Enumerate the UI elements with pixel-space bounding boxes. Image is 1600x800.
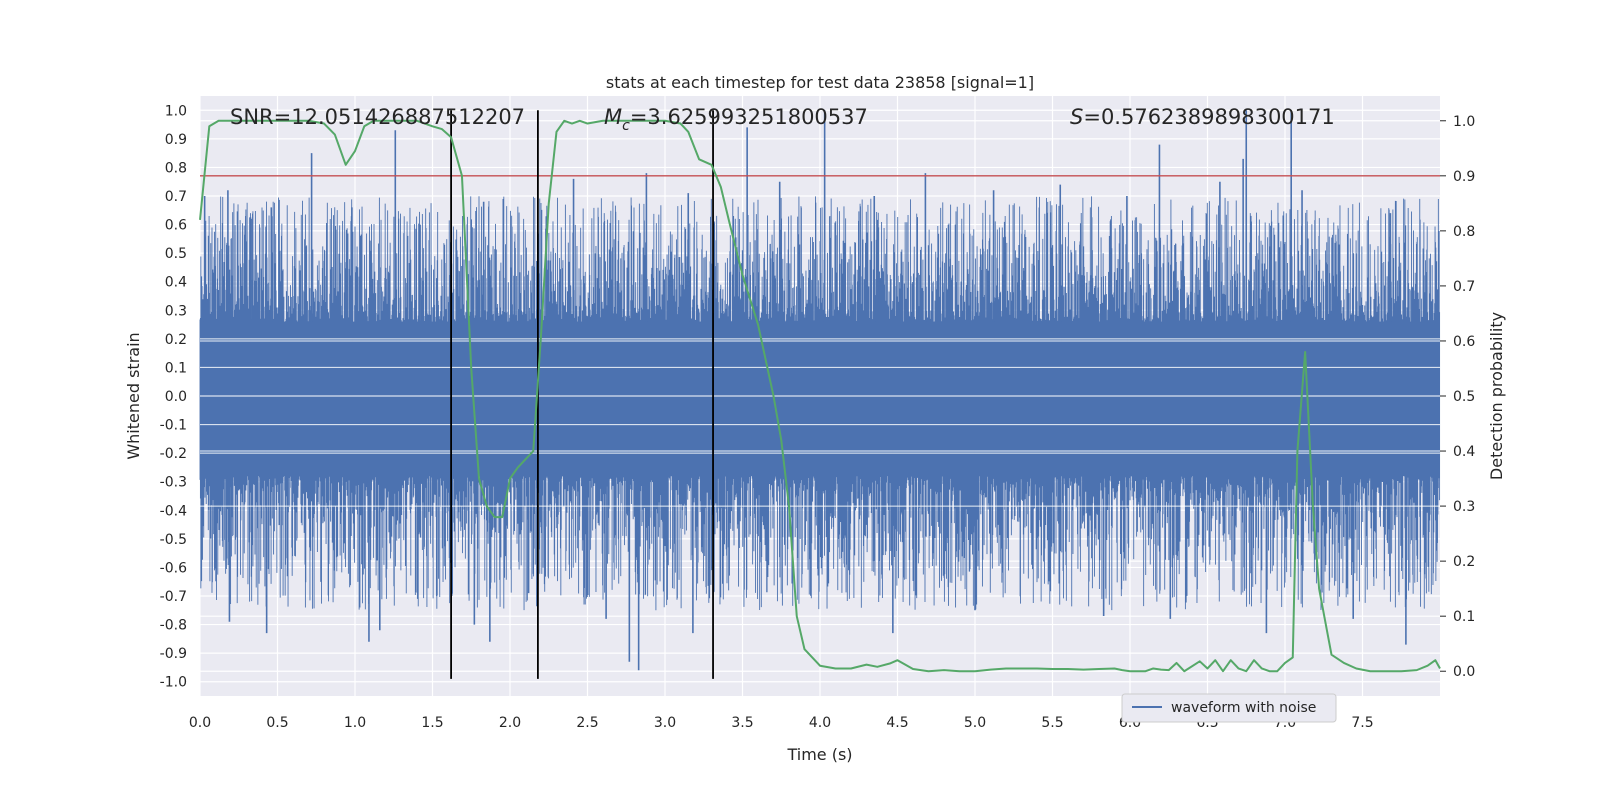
y-tick-label-left: 1.0 bbox=[165, 103, 187, 119]
chirp-mass-symbol: M bbox=[604, 105, 622, 129]
waveform-core-band bbox=[200, 321, 1440, 476]
y-tick-label-left: 0.0 bbox=[165, 389, 187, 405]
y-tick-label-left: -0.5 bbox=[160, 532, 187, 548]
y-tick-label-left: 0.4 bbox=[165, 275, 187, 291]
x-tick-label: 2.0 bbox=[499, 715, 521, 731]
y-tick-label-left: 0.5 bbox=[165, 246, 187, 262]
y-tick-label-right: 0.0 bbox=[1453, 664, 1475, 680]
y-tick-label-left: 0.7 bbox=[165, 189, 187, 205]
y-tick-label-left: -0.4 bbox=[160, 503, 187, 519]
x-tick-label: 3.5 bbox=[731, 715, 753, 731]
y-tick-label-left: 0.6 bbox=[165, 218, 187, 234]
s-statistic-annotation: S=0.5762389898300171 bbox=[1070, 105, 1335, 129]
y-tick-label-right: 0.3 bbox=[1453, 499, 1475, 515]
y-tick-label-left: -0.8 bbox=[160, 618, 187, 634]
legend-label: waveform with noise bbox=[1171, 700, 1316, 716]
x-tick-label: 4.5 bbox=[886, 715, 908, 731]
chirp-mass-annotation: Mc=3.625993251800537 bbox=[604, 105, 868, 134]
legend: waveform with noise bbox=[1121, 693, 1337, 723]
x-tick-label: 1.5 bbox=[421, 715, 443, 731]
y-tick-label-left: -0.1 bbox=[160, 418, 187, 434]
y-tick-label-left: -0.9 bbox=[160, 646, 187, 662]
y-tick-label-left: -0.2 bbox=[160, 446, 187, 462]
chart-title: stats at each timestep for test data 238… bbox=[606, 73, 1034, 92]
y-tick-label-left: 0.1 bbox=[165, 360, 187, 376]
x-axis-label: Time (s) bbox=[786, 745, 852, 764]
snr-annotation: SNR=12.051426887512207 bbox=[230, 105, 525, 129]
chirp-mass-subscript: c bbox=[622, 118, 630, 134]
y-axis-label-left: Whitened strain bbox=[124, 332, 143, 459]
x-tick-label: 0.0 bbox=[189, 715, 211, 731]
x-tick-label: 2.5 bbox=[576, 715, 598, 731]
x-tick-label: 7.5 bbox=[1351, 715, 1373, 731]
x-tick-label: 1.0 bbox=[344, 715, 366, 731]
y-tick-label-right: 0.1 bbox=[1453, 609, 1475, 625]
x-tick-label: 5.5 bbox=[1041, 715, 1063, 731]
x-tick-label: 4.0 bbox=[809, 715, 831, 731]
y-tick-label-right: 0.2 bbox=[1453, 554, 1475, 570]
y-tick-label-right: 0.5 bbox=[1453, 389, 1475, 405]
y-tick-label-right: 0.7 bbox=[1453, 279, 1475, 295]
detection-probability-line bbox=[199, 119, 1441, 673]
y-tick-label-right: 0.6 bbox=[1453, 334, 1475, 350]
y-tick-label-left: -0.3 bbox=[160, 475, 187, 491]
x-tick-label: 5.0 bbox=[964, 715, 986, 731]
y-axis-label-right: Detection probability bbox=[1487, 312, 1506, 480]
x-tick-label: 3.0 bbox=[654, 715, 676, 731]
s-value: =0.5762389898300171 bbox=[1083, 105, 1334, 129]
y-tick-label-right: 0.8 bbox=[1453, 224, 1475, 240]
y-tick-label-left: 0.3 bbox=[165, 303, 187, 319]
y-tick-label-right: 0.4 bbox=[1453, 444, 1475, 460]
y-tick-label-left: -0.7 bbox=[160, 589, 187, 605]
tick-labels: 0.0 0.5 1.0 1.5 2.0 2.5 3.0 3.5 4.0 4.5 5.0 5.5 6.0 6… bbox=[160, 103, 1476, 731]
waveform-series bbox=[199, 110, 1441, 671]
y-tick-label-left: -0.6 bbox=[160, 560, 187, 576]
y-tick-label-left: 0.8 bbox=[165, 160, 187, 176]
s-symbol: S bbox=[1070, 105, 1083, 129]
y-tick-label-left: 0.2 bbox=[165, 332, 187, 348]
probability-series bbox=[199, 119, 1441, 673]
legend-box bbox=[1121, 693, 1337, 723]
chirp-mass-value: =3.625993251800537 bbox=[630, 105, 868, 129]
y-tick-label-right: 0.9 bbox=[1453, 169, 1475, 185]
y-tick-label-right: 1.0 bbox=[1453, 114, 1475, 130]
x-tick-label: 0.5 bbox=[266, 715, 288, 731]
y-tick-label-left: -1.0 bbox=[160, 675, 187, 691]
y-tick-label-left: 0.9 bbox=[165, 132, 187, 148]
